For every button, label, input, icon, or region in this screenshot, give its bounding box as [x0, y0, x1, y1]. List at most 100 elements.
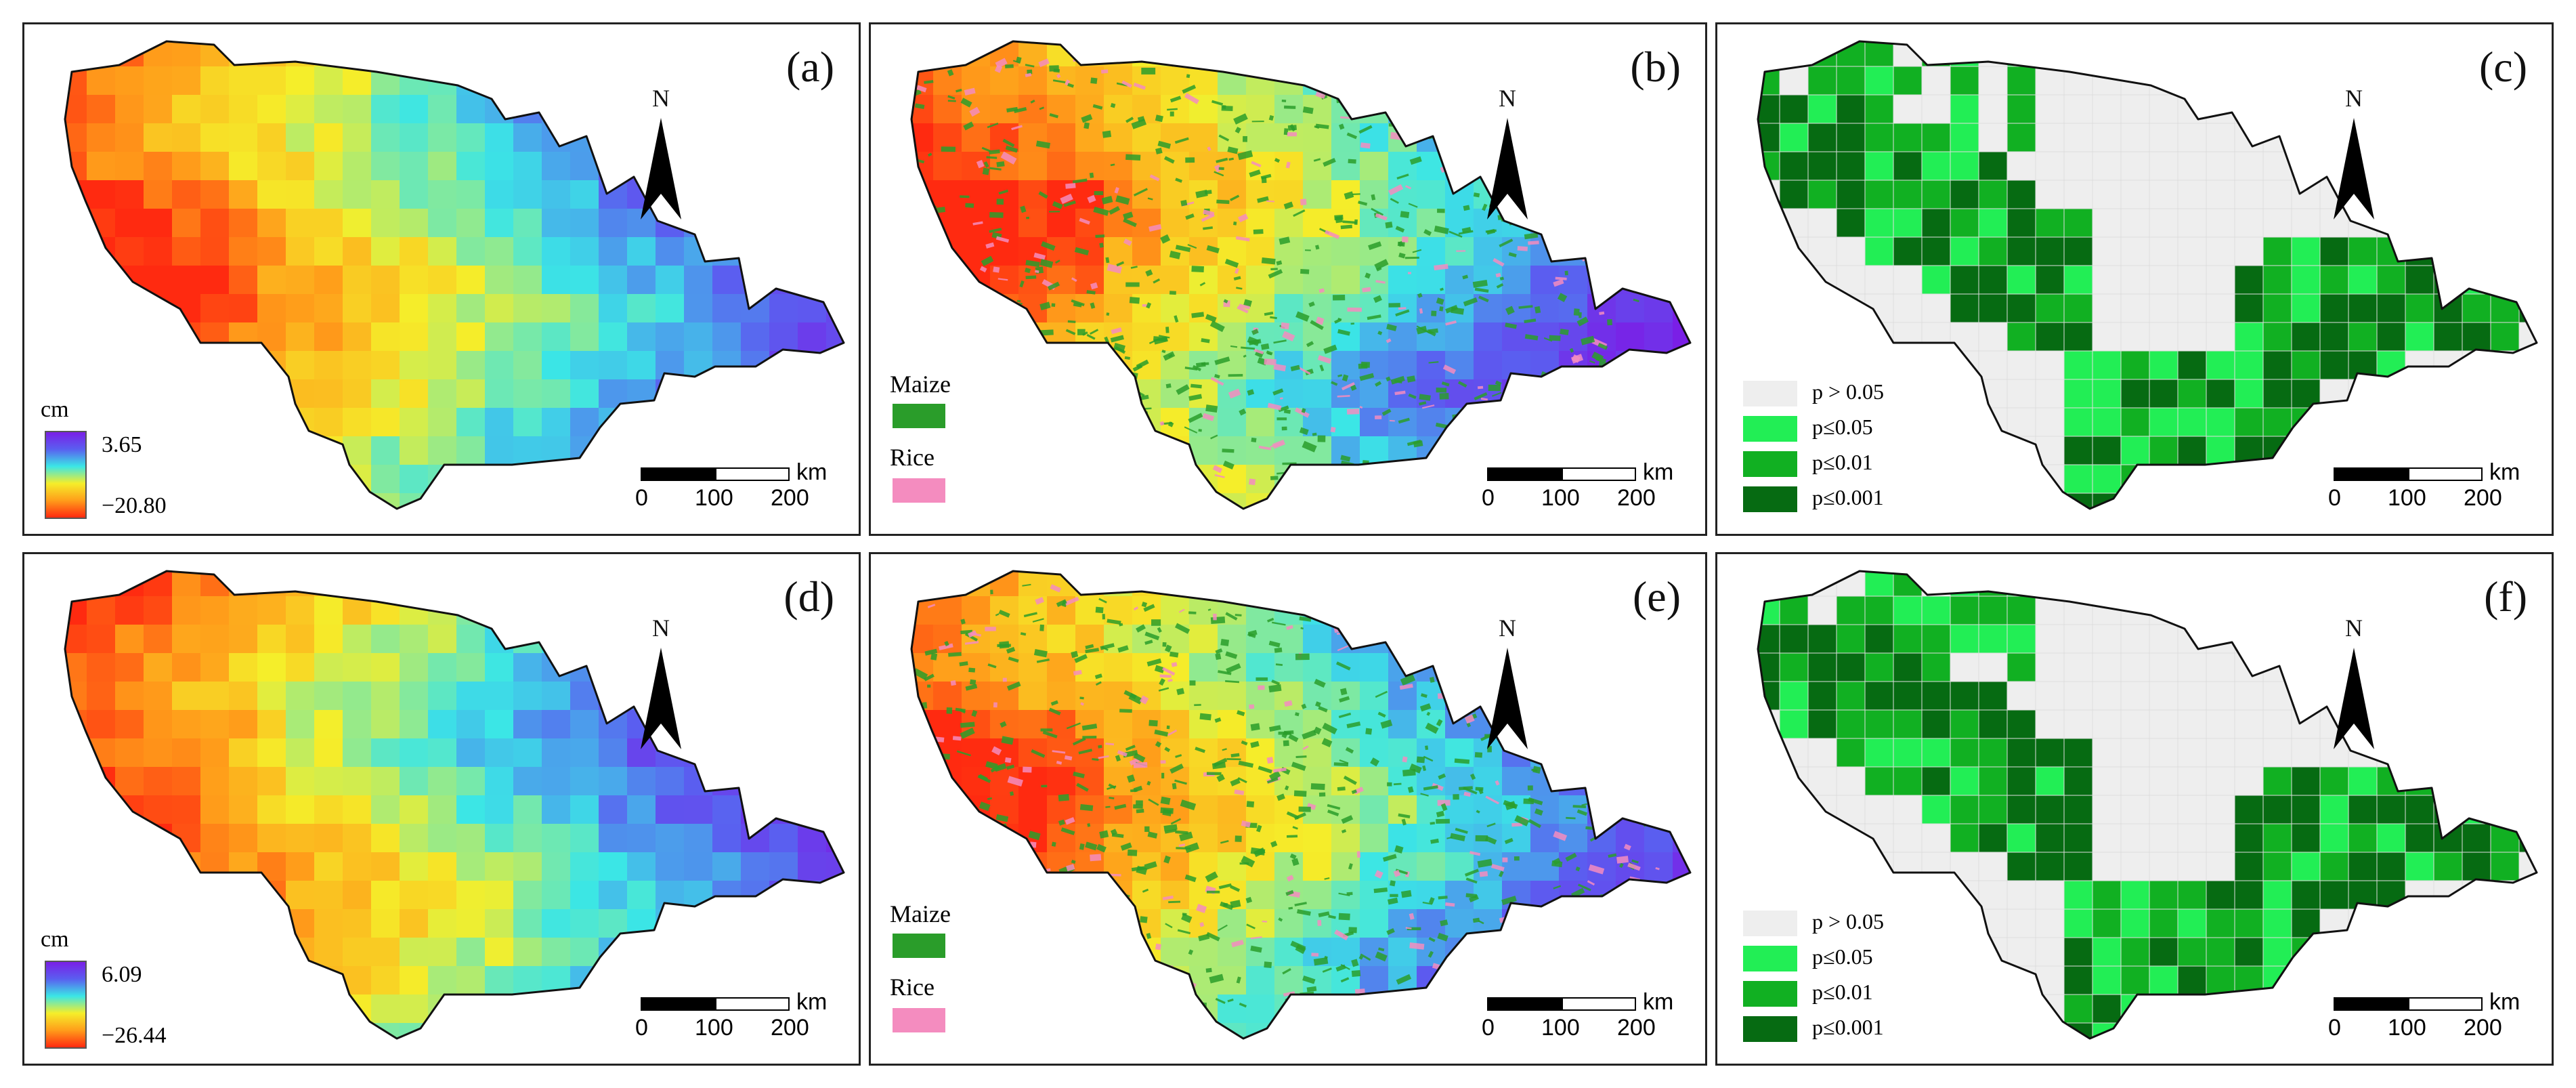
north-label: N	[1499, 614, 1516, 642]
scale-bar: km 0 100 200	[1479, 459, 1702, 514]
north-arrow-icon	[1487, 118, 1528, 219]
panel-label: (f)	[2484, 572, 2527, 621]
legend-label-maize: Maize	[890, 900, 951, 927]
legend-label: p≤0.001	[1812, 485, 1884, 509]
scale-unit: km	[2489, 989, 2520, 1015]
scale-bar: km 0 100 200	[632, 459, 856, 514]
legend-row: p≤0.001	[1738, 482, 1941, 516]
legend-row: p > 0.05	[1738, 906, 1941, 940]
colorbar-min: −26.44	[102, 1023, 167, 1048]
scale-tick: 0	[1482, 485, 1495, 511]
crop-legend: Maize Rice	[890, 900, 1052, 1062]
legend-label: p≤0.01	[1812, 450, 1873, 474]
north-arrow: N	[2327, 84, 2381, 226]
crop-legend: Maize Rice	[890, 370, 1052, 532]
north-arrow-icon	[2334, 118, 2374, 219]
rice-swatch	[893, 478, 945, 503]
legend-row: p≤0.05	[1738, 412, 1941, 446]
scale-segment-white	[1562, 997, 1636, 1011]
scale-tick: 200	[771, 1015, 809, 1041]
scale-unit: km	[2489, 459, 2520, 485]
scale-tick: 100	[695, 1015, 733, 1041]
scale-segment-black	[1487, 467, 1562, 481]
scale-segment-black	[641, 467, 715, 481]
scale-unit: km	[796, 989, 828, 1015]
scale-tick: 200	[771, 485, 809, 511]
rice-swatch	[893, 1008, 945, 1032]
scale-tick: 0	[2328, 1015, 2341, 1041]
scale-segment-black	[2334, 997, 2408, 1011]
colorbar-legend: cm 3.65 −20.80	[41, 397, 217, 526]
colorbar-unit: cm	[41, 397, 69, 422]
scale-segment-white	[715, 467, 790, 481]
map-canvas	[64, 40, 845, 510]
scale-bar: km 0 100 200	[1479, 989, 1702, 1043]
panel-label: (d)	[783, 572, 834, 621]
significance-legend: p > 0.05 p≤0.05 p≤0.01 p≤0.001	[1738, 377, 1941, 532]
colorbar-unit: cm	[41, 927, 69, 952]
north-label: N	[2345, 85, 2363, 112]
legend-label: p≤0.05	[1812, 415, 1873, 439]
scale-tick: 0	[635, 485, 648, 511]
map-canvas	[910, 40, 1692, 510]
north-label: N	[652, 85, 670, 112]
significance-swatch	[1743, 1016, 1797, 1042]
colorbar-max: 6.09	[102, 962, 142, 987]
north-arrow: N	[634, 614, 688, 756]
legend-label-rice: Rice	[890, 444, 935, 471]
legend-row: p≤0.01	[1738, 977, 1941, 1011]
scale-bar: km 0 100 200	[2325, 989, 2549, 1043]
scale-tick: 100	[2388, 1015, 2426, 1041]
significance-swatch	[1743, 911, 1797, 936]
significance-swatch	[1743, 486, 1797, 512]
colorbar-min: −20.80	[102, 493, 167, 518]
scale-unit: km	[1643, 989, 1674, 1015]
scale-segment-white	[715, 997, 790, 1011]
significance-swatch	[1743, 416, 1797, 442]
significance-swatch	[1743, 946, 1797, 971]
north-arrow: N	[2327, 614, 2381, 756]
region-boundary	[1757, 570, 2538, 1040]
north-label: N	[2345, 614, 2363, 642]
region-boundary	[910, 570, 1692, 1040]
significance-swatch	[1743, 381, 1797, 406]
scale-tick: 100	[2388, 485, 2426, 511]
scale-segment-black	[641, 997, 715, 1011]
panel-label: (e)	[1632, 572, 1681, 621]
legend-row: p > 0.05	[1738, 377, 1941, 411]
scale-segment-black	[1487, 997, 1562, 1011]
north-arrow: N	[1480, 614, 1534, 756]
significance-swatch	[1743, 451, 1797, 477]
legend-label: p≤0.05	[1812, 944, 1873, 969]
colorbar-legend: cm 6.09 −26.44	[41, 927, 217, 1055]
colorbar	[45, 961, 87, 1049]
scale-tick: 100	[1541, 1015, 1580, 1041]
north-arrow-icon	[641, 648, 681, 749]
region-boundary	[64, 40, 845, 510]
scale-unit: km	[1643, 459, 1674, 485]
scale-unit: km	[796, 459, 828, 485]
scale-segment-white	[2408, 997, 2483, 1011]
legend-label: p > 0.05	[1812, 909, 1885, 934]
north-arrow-icon	[641, 118, 681, 219]
legend-row: p≤0.001	[1738, 1012, 1941, 1046]
north-label: N	[652, 614, 670, 642]
scale-tick: 200	[2464, 1015, 2502, 1041]
legend-label: p > 0.05	[1812, 379, 1885, 404]
maize-swatch	[893, 934, 945, 958]
scale-bar: km 0 100 200	[632, 989, 856, 1043]
scale-bar: km 0 100 200	[2325, 459, 2549, 514]
north-arrow-icon	[2334, 648, 2374, 749]
scale-tick: 100	[1541, 485, 1580, 511]
legend-row: p≤0.01	[1738, 447, 1941, 481]
panel-label: (a)	[786, 43, 834, 91]
scale-segment-white	[2408, 467, 2483, 481]
legend-label: p≤0.001	[1812, 1015, 1884, 1039]
scale-segment-white	[1562, 467, 1636, 481]
panel-label: (c)	[2478, 43, 2527, 91]
scale-tick: 200	[1617, 485, 1656, 511]
scale-tick: 0	[1482, 1015, 1495, 1041]
